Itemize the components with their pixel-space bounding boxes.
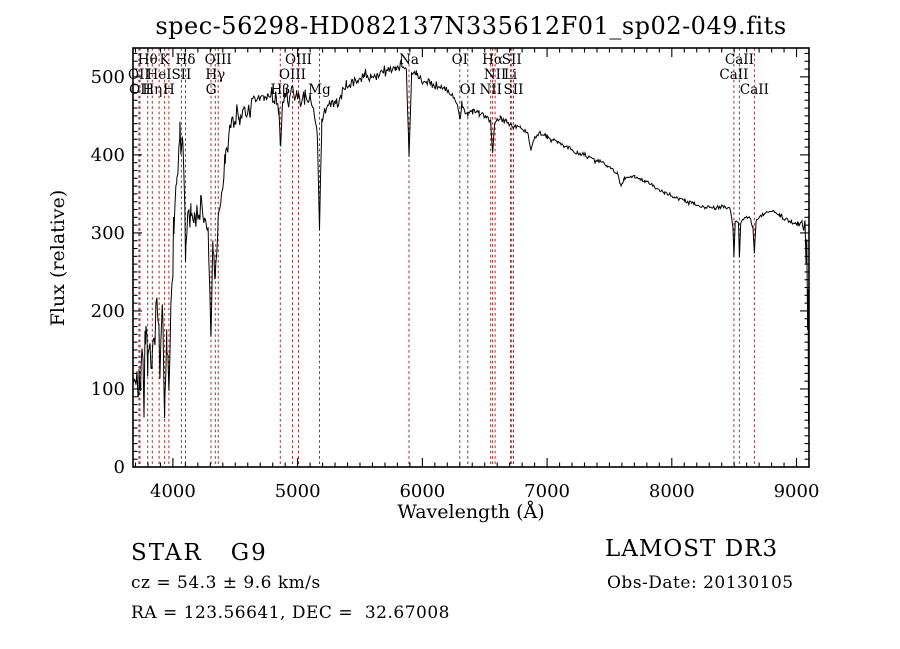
ra-dec-text: RA = 123.56641, DEC = 32.67008 [131,603,450,623]
spectral-line-label: CaII [725,52,754,68]
spectral-line-label: CaII [719,67,748,83]
spectral-line-label: Li [504,67,518,83]
survey-release-label: LAMOST DR3 [605,536,779,562]
plot-title: spec-56298-HD082137N335612F01_sp02-049.f… [155,12,787,40]
spectral-line-label: Mg [308,82,331,98]
spectral-line-label: HeI [147,67,172,83]
y-tick-label: 400 [91,145,125,166]
y-tick-label: 500 [91,67,125,88]
x-tick-label: 4000 [150,481,196,502]
spectral-line-label: OIII [279,67,306,83]
y-axis-title: Flux (relative) [47,189,69,327]
y-tick-label: 300 [91,223,125,244]
y-tick-label: 200 [91,301,125,322]
spectral-line-label: OII [129,82,151,98]
spectral-line-label: SII [171,67,191,83]
y-tick-label: 100 [91,379,125,400]
axes-box [132,47,810,468]
spectral-line-label: Hθ [138,52,158,68]
spectral-line-label: NII [479,82,501,98]
spectral-line-label: H [163,82,175,98]
x-tick-label: 7000 [524,481,570,502]
spectral-line-label: OI [452,52,468,68]
y-tick-label: 0 [114,457,125,478]
spectral-line-label: Na [399,52,419,68]
spectral-line-label: OI [460,82,476,98]
spectral-line-label: SII [502,52,522,68]
spectral-line-label: SII [504,82,524,98]
spectral-line-label: OIII [205,52,232,68]
spectrum-trace [132,58,809,424]
x-tick-label: 6000 [399,481,445,502]
spectral-line-label: OII [128,67,150,83]
x-tick-label: 8000 [649,481,695,502]
object-class-label: STAR G9 [131,540,268,566]
x-tick-label: 5000 [275,481,321,502]
spectral-line-label: Hδ [176,52,196,68]
spectral-line-label: Hα [482,52,503,68]
spectral-line-label: G [206,82,217,98]
cz-velocity-text: cz = 54.3 ± 9.6 km/s [131,573,321,593]
spectral-line-label: K [160,52,171,68]
obs-date-text: Obs-Date: 20130105 [607,573,794,593]
spectral-line-label: CaII [740,82,769,98]
spectral-line-label: OIII [285,52,312,68]
spectral-line-label: Hβ [271,82,291,98]
spectral-line-label: NII [484,67,506,83]
spectral-line-label: Hη [142,82,162,98]
x-tick-label: 9000 [774,481,820,502]
x-axis-title: Wavelength (Å) [397,501,545,523]
spectral-line-label: Hγ [205,67,225,83]
